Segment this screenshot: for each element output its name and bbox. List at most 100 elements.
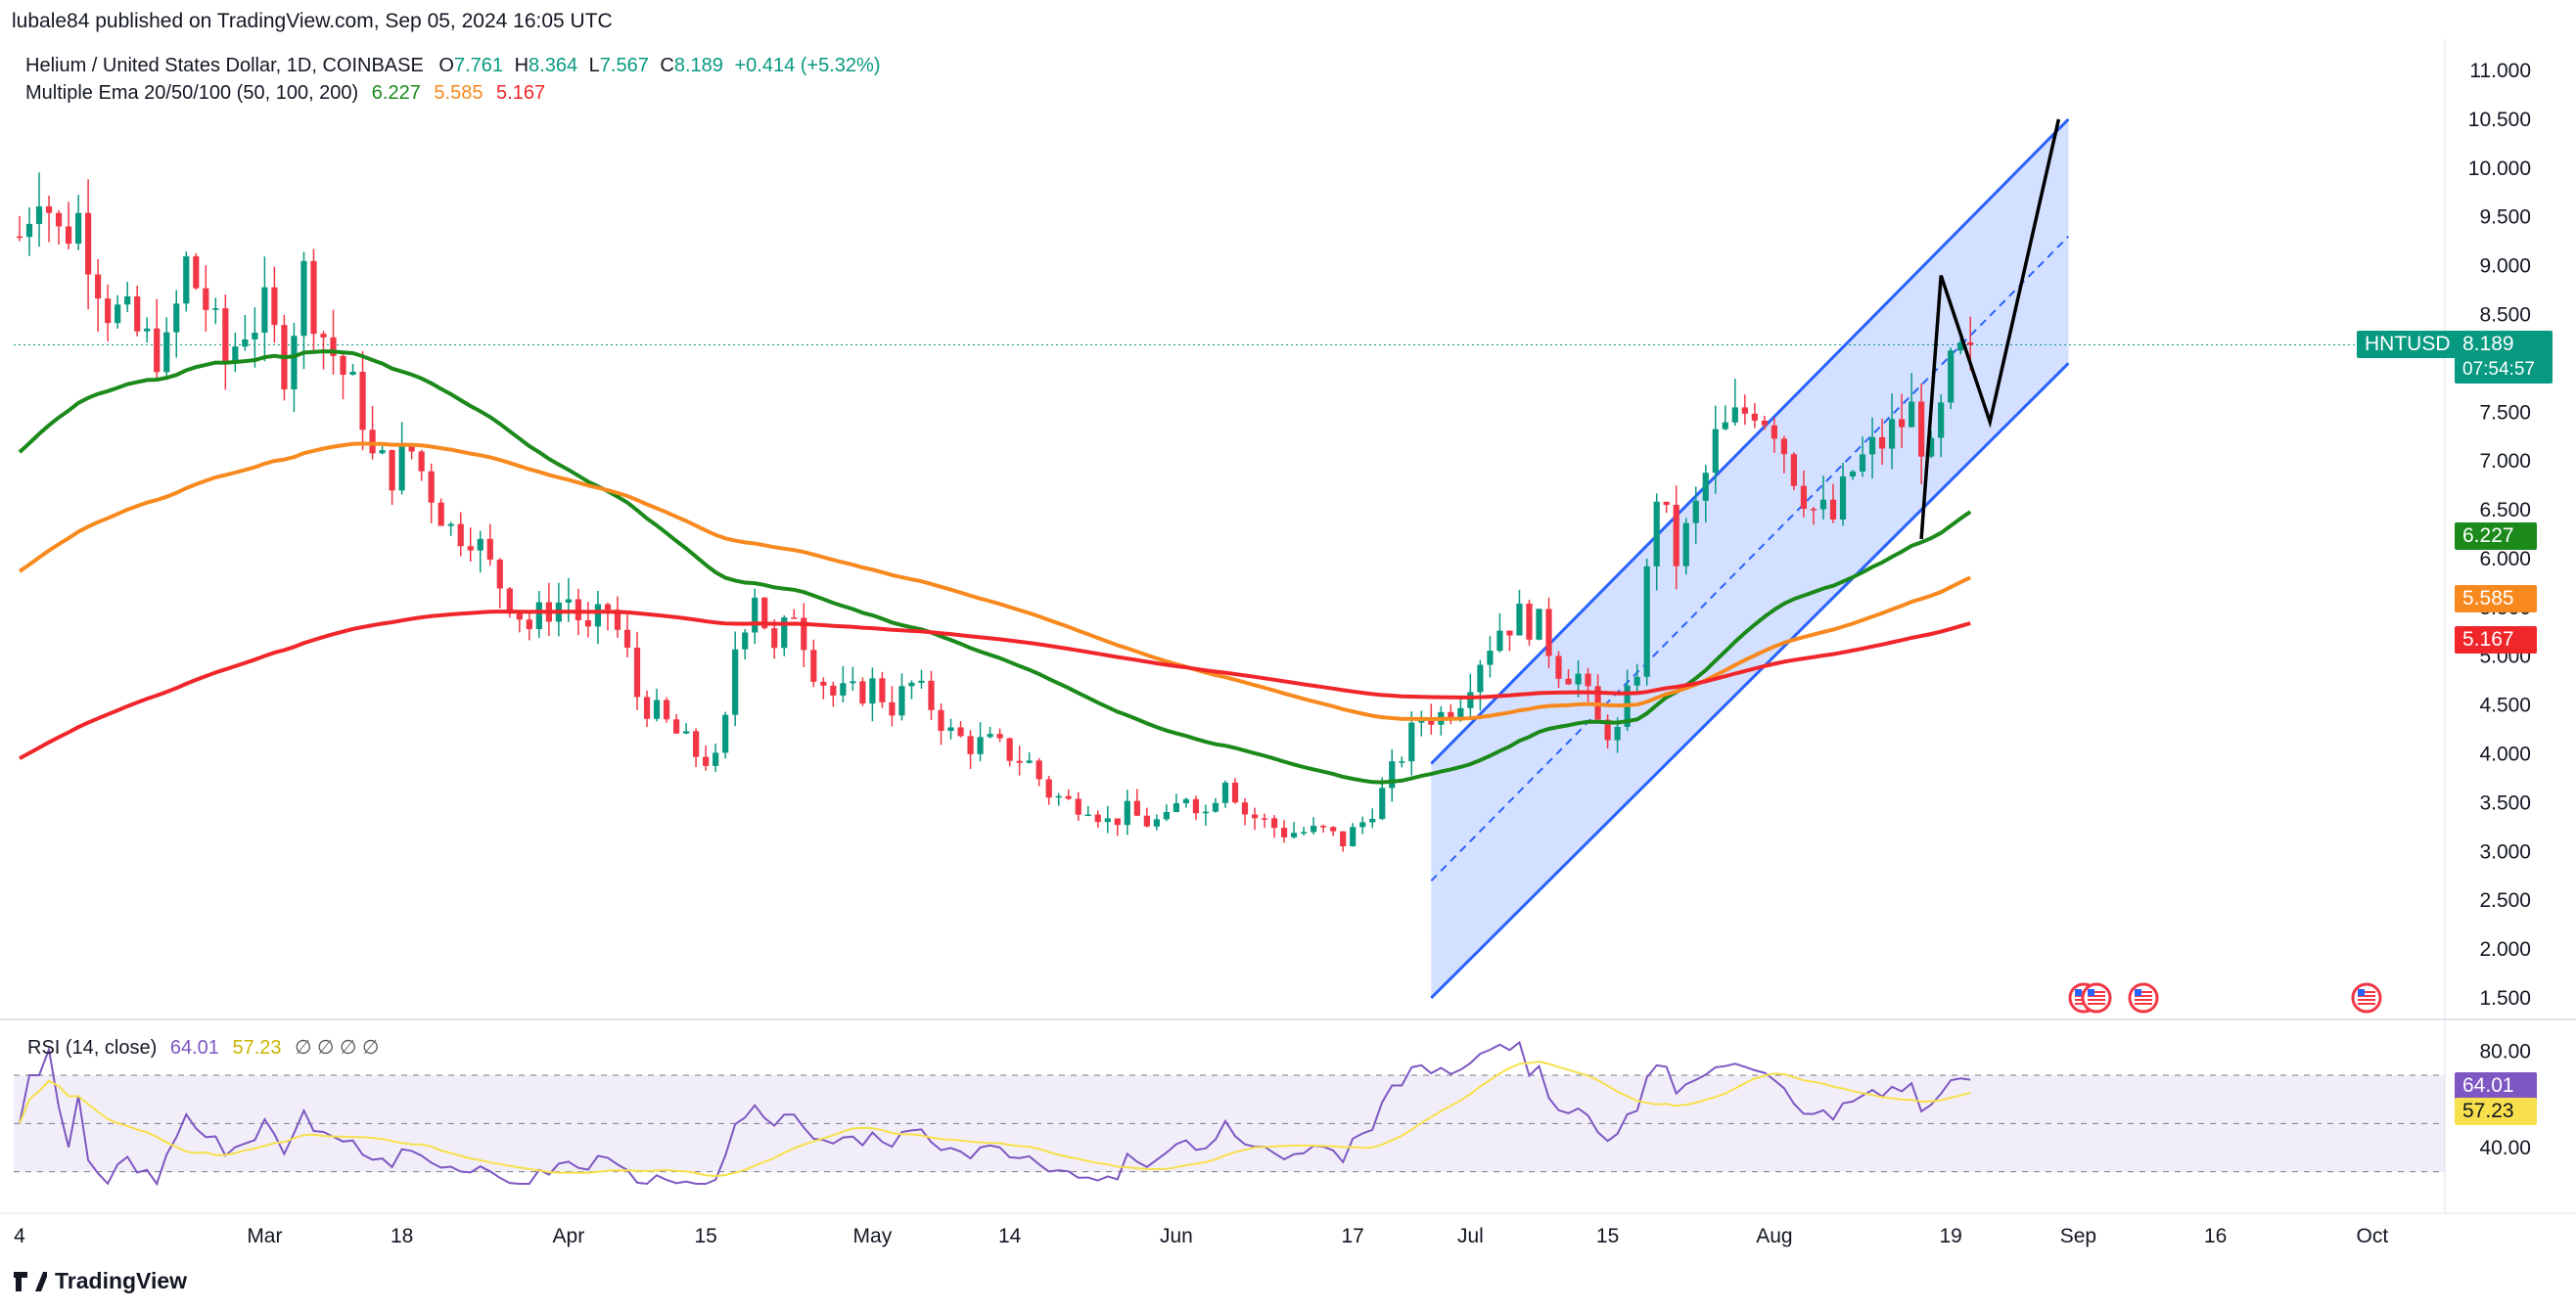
- candle-body: [1290, 833, 1298, 837]
- ema-lines: [18, 349, 1972, 785]
- candle-body: [1819, 499, 1827, 510]
- y-tick-label: 8.500: [2479, 303, 2531, 326]
- parallel-channel[interactable]: [1430, 117, 2070, 1000]
- candle-body: [389, 450, 395, 491]
- candle-body: [1859, 454, 1866, 472]
- x-tick-label: 14: [998, 1225, 1022, 1247]
- candle-body: [232, 346, 239, 364]
- footer-brand[interactable]: TradingView: [14, 1268, 187, 1294]
- candle-body: [457, 523, 464, 547]
- candle-body: [1173, 803, 1180, 813]
- event-markers[interactable]: [2068, 982, 2382, 1014]
- ema100-tag: 5.585: [2455, 585, 2537, 613]
- candle-body: [1124, 800, 1130, 826]
- brand-text: TradingView: [55, 1268, 188, 1293]
- candle-body: [526, 619, 532, 630]
- y-tick-label: 9.500: [2479, 206, 2531, 229]
- us-event-icon[interactable]: [2081, 982, 2112, 1014]
- x-tick-label: 16: [2204, 1225, 2227, 1247]
- y-tick-label: 7.500: [2479, 401, 2531, 424]
- candle-body: [869, 678, 876, 704]
- candle-body: [252, 333, 258, 339]
- candle-body: [35, 205, 43, 224]
- y-tick-label: 2.000: [2479, 938, 2531, 961]
- candle-body: [1467, 692, 1474, 708]
- candle-body: [1516, 603, 1523, 636]
- ema-title: Multiple Ema 20/50/100 (50, 100, 200): [25, 82, 359, 104]
- candle-body: [1918, 401, 1925, 457]
- x-tick-label: 18: [391, 1225, 413, 1247]
- candle-body: [369, 429, 376, 454]
- candle-body: [996, 734, 1003, 739]
- rsi-legend: RSI (14, close) 64.01 57.23 ∅ ∅ ∅ ∅: [27, 1035, 379, 1060]
- us-event-icon[interactable]: [2128, 982, 2159, 1014]
- y-tick-label: 1.500: [2479, 987, 2531, 1010]
- event-canton: [2358, 989, 2365, 996]
- candle-body: [928, 680, 935, 710]
- candle-body: [300, 260, 307, 337]
- candle-body: [183, 255, 190, 304]
- candle-body: [398, 444, 405, 491]
- candle-body: [1496, 630, 1503, 652]
- rsi-pane: [14, 1040, 2445, 1187]
- ema100-value: 5.585: [434, 82, 483, 104]
- us-event-icon[interactable]: [2351, 982, 2382, 1014]
- candle-body: [115, 304, 121, 324]
- ema200-line: [19, 610, 1971, 760]
- candle-body: [193, 255, 200, 289]
- candle-body: [1555, 656, 1562, 679]
- candle-body: [506, 588, 513, 614]
- candle-body: [643, 697, 651, 719]
- y-tick-label: 3.000: [2479, 840, 2531, 863]
- rsi-ma-value: 57.23: [232, 1037, 282, 1059]
- rsi-ma-line: [19, 1061, 1971, 1178]
- candle-body: [1878, 436, 1886, 449]
- x-tick-label: Sep: [2060, 1225, 2096, 1247]
- candle-body: [761, 597, 768, 629]
- candle-body: [1888, 419, 1896, 449]
- candle-body: [144, 328, 151, 332]
- candle-body: [1526, 603, 1533, 640]
- chart-grid: [0, 39, 2576, 1214]
- candle-body: [154, 328, 161, 373]
- candle-body: [85, 212, 92, 275]
- candle-body: [1026, 760, 1033, 763]
- candle-body: [575, 599, 582, 621]
- candle-body: [791, 617, 798, 619]
- ticker-tag: HNTUSD: [2357, 331, 2459, 358]
- candle-body: [222, 308, 229, 364]
- open-value: 7.761: [453, 55, 504, 76]
- y-tick-label: 9.000: [2479, 255, 2531, 278]
- candle-body: [967, 736, 974, 754]
- candle-body: [1389, 761, 1396, 789]
- ema200-tag: 5.167: [2455, 626, 2537, 655]
- y-tick-label: 3.500: [2479, 791, 2531, 814]
- candle-body: [467, 546, 474, 551]
- candle-body: [1270, 818, 1278, 829]
- candle-body: [1261, 818, 1268, 820]
- candle-body: [722, 714, 729, 753]
- candle-body: [584, 620, 592, 627]
- x-tick-label: Jul: [1457, 1225, 1484, 1247]
- candle-body: [1771, 425, 1777, 439]
- candle-body: [1369, 819, 1376, 823]
- open-label: O: [438, 55, 454, 76]
- projection-path[interactable]: [1919, 118, 2061, 540]
- candle-body: [938, 709, 944, 732]
- candle-body: [1909, 401, 1915, 428]
- candle-body: [663, 700, 670, 720]
- candle-body: [1006, 738, 1013, 761]
- candle-body: [1320, 826, 1327, 828]
- candle-body: [1045, 779, 1052, 798]
- countdown-tag: 07:54:57: [2455, 356, 2553, 384]
- candle-body: [408, 444, 415, 452]
- candle-body: [781, 617, 788, 649]
- candle-body: [682, 731, 690, 734]
- candle-body: [898, 686, 905, 716]
- close-value: 8.189: [673, 55, 723, 76]
- candle-body: [1702, 473, 1709, 501]
- candle-body: [1399, 761, 1405, 763]
- candle-body: [623, 629, 631, 648]
- candle-body: [1928, 437, 1935, 457]
